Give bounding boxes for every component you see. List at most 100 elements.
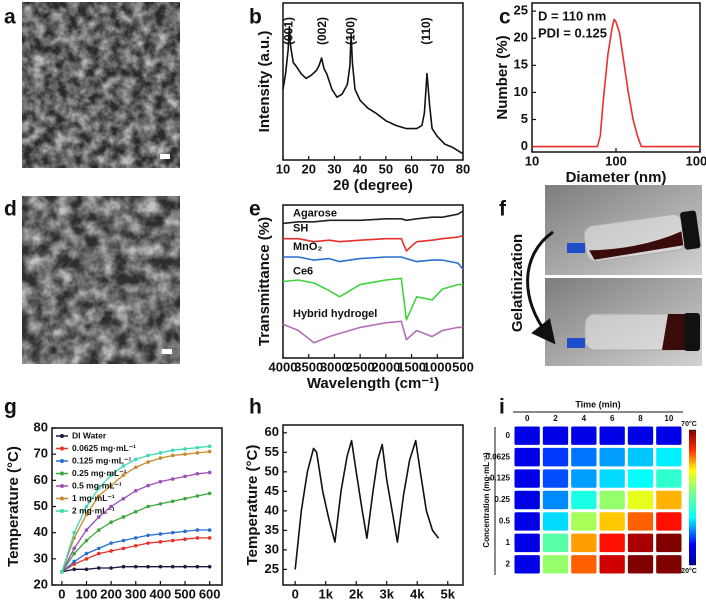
row-label: 2 — [506, 559, 511, 568]
panel-label: g — [4, 396, 17, 419]
point — [158, 540, 163, 544]
point — [195, 536, 200, 540]
point — [109, 566, 113, 570]
point — [158, 451, 163, 455]
point — [97, 515, 101, 519]
heat-cell — [541, 468, 570, 489]
series-line — [282, 320, 463, 344]
heat-cell — [655, 532, 683, 554]
annotation: (002) — [315, 17, 329, 45]
x-tick-label: 4k — [410, 586, 425, 601]
column-label: 6 — [610, 414, 615, 423]
y-tick-label: 45 — [265, 483, 279, 498]
x-axis-title: Time (s) — [108, 602, 165, 604]
heat-cell — [626, 532, 655, 554]
point — [146, 460, 150, 464]
x-tick-label: 80 — [456, 161, 470, 176]
series-line — [532, 18, 700, 148]
x-tick-label: 3000 — [320, 359, 349, 374]
row-label: 0.25 — [494, 495, 510, 504]
colorbar-label: 20°C — [681, 567, 697, 575]
annotation: PDI = 0.125 — [538, 25, 607, 40]
point — [133, 489, 138, 493]
point — [121, 546, 126, 551]
x-tick-label: 70 — [430, 161, 444, 176]
x-tick-label: 1500 — [397, 359, 426, 374]
point — [170, 538, 175, 543]
point — [72, 530, 76, 535]
point — [109, 483, 113, 488]
point — [195, 471, 200, 476]
x-tick-label: 400 — [150, 586, 172, 601]
y-tick-label: 60 — [265, 424, 279, 439]
point — [195, 528, 200, 532]
x-tick-label: 3k — [379, 586, 394, 601]
point — [146, 533, 150, 538]
y-tick-label: 30 — [34, 550, 48, 565]
heat-cell — [541, 489, 570, 511]
x-axis-title: Time (s) — [344, 602, 401, 604]
series-line — [282, 277, 463, 321]
legend-marker — [60, 484, 64, 488]
heat-cell — [655, 425, 683, 446]
point — [109, 504, 113, 509]
point — [121, 564, 126, 569]
point — [170, 453, 175, 458]
point — [72, 559, 76, 564]
point — [121, 538, 126, 543]
y-tick-label: 35 — [265, 522, 279, 537]
y-tick-label: 50 — [34, 498, 48, 513]
row-label: 0.0625 — [486, 452, 511, 461]
x-tick-label: 200 — [100, 586, 122, 601]
point — [97, 566, 101, 570]
point — [72, 567, 76, 572]
legend-label: 1 mg·mL⁻¹ — [72, 493, 115, 503]
panel-label: b — [249, 6, 262, 29]
heat-cell — [626, 446, 655, 468]
x-tick-label: 1k — [318, 586, 333, 601]
x-tick-label: 4000 — [269, 359, 298, 374]
panel-label: f — [499, 198, 507, 221]
legend-label: 0.125 mg·mL⁻¹ — [72, 455, 131, 465]
legend-marker — [60, 509, 64, 513]
panel-label: i — [499, 396, 505, 419]
annotation: D = 110 nm — [538, 8, 606, 23]
x-tick-label: 10 — [276, 161, 290, 176]
legend-label: 0.5 mg·mL⁻¹ — [72, 480, 122, 490]
panel-label: c — [499, 6, 511, 29]
x-tick-label: 2500 — [346, 359, 375, 374]
y-axis-title: Transmittance (%) — [256, 217, 273, 346]
x-tick-label: 1000 — [686, 153, 706, 168]
series-line — [294, 439, 440, 570]
point — [183, 537, 187, 542]
point — [121, 496, 126, 501]
point — [207, 444, 212, 449]
x-axis-title: Diameter (nm) — [566, 169, 667, 186]
heat-cell — [513, 511, 541, 532]
point — [183, 564, 187, 569]
heat-cell — [570, 532, 598, 554]
x-tick-label: 600 — [199, 586, 221, 601]
y-tick-label: 10 — [514, 84, 528, 99]
y-tick-label: 55 — [265, 444, 279, 459]
point — [109, 473, 113, 477]
heat-cell — [541, 511, 570, 532]
x-tick-label: 60 — [404, 161, 418, 176]
point — [133, 509, 138, 514]
point — [170, 448, 175, 453]
point — [84, 557, 89, 561]
point — [207, 528, 212, 532]
point — [133, 543, 138, 548]
y-tick-label: 25 — [514, 3, 528, 18]
point — [72, 551, 76, 556]
colorbar-label: 70°C — [681, 420, 697, 428]
point — [84, 528, 89, 532]
point — [170, 530, 175, 535]
point — [207, 536, 212, 540]
heat-cell — [541, 425, 570, 446]
sem-image-d — [22, 196, 180, 364]
legend-marker — [60, 434, 64, 438]
point — [109, 549, 113, 553]
heat-cell — [598, 446, 626, 468]
